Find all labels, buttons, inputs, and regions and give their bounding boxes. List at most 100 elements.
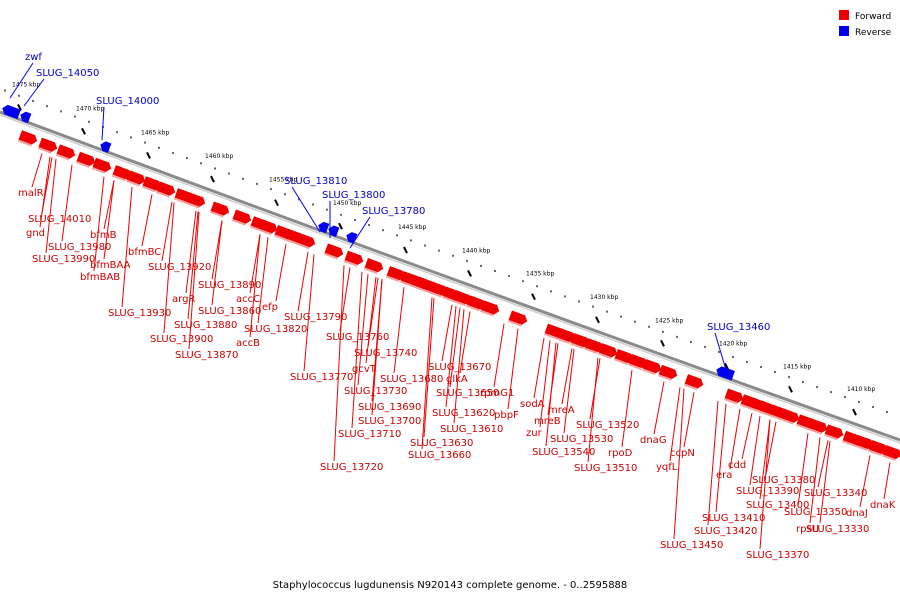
forward-gene-label: SLUG_13730 bbox=[344, 386, 407, 397]
forward-gene-arrow[interactable] bbox=[209, 201, 231, 218]
legend: Forward Reverse bbox=[839, 10, 892, 38]
forward-gene-label: dnaG bbox=[640, 435, 667, 446]
forward-gene-label: rpoD bbox=[608, 448, 633, 459]
forward-gene-arrow[interactable] bbox=[295, 233, 317, 250]
forward-gene-arrow[interactable] bbox=[427, 281, 449, 298]
figure-caption: Staphylococcus lugdunensis N920143 compl… bbox=[273, 580, 628, 591]
forward-gene-label: SLUG_13980 bbox=[48, 242, 111, 253]
forward-gene-arrow[interactable] bbox=[37, 137, 59, 156]
forward-gene-arrow[interactable] bbox=[613, 348, 635, 366]
forward-gene-arrow[interactable] bbox=[627, 354, 649, 371]
forward-gene-label: SLUG_13900 bbox=[150, 334, 213, 345]
forward-gene-label: mreB bbox=[534, 416, 561, 427]
forward-gene-arrow[interactable] bbox=[555, 327, 577, 345]
reverse-gene-arrow[interactable] bbox=[1, 103, 21, 120]
legend-reverse-swatch bbox=[839, 26, 849, 36]
forward-gene-label: bfmBAB bbox=[80, 272, 120, 283]
forward-gene-arrow[interactable] bbox=[363, 258, 385, 275]
scale-tick-label: 1415 kbp bbox=[783, 363, 811, 370]
legend-forward-label: Forward bbox=[855, 12, 891, 22]
forward-gene-arrow[interactable] bbox=[569, 333, 591, 350]
forward-gene-arrow[interactable] bbox=[111, 165, 133, 183]
forward-gene-label: SLUG_13620 bbox=[432, 408, 495, 419]
forward-gene-arrow[interactable] bbox=[155, 181, 177, 199]
forward-gene-arrow[interactable] bbox=[823, 424, 845, 441]
forward-gene-label: SLUG_13720 bbox=[320, 462, 383, 473]
scale-tick-label: 1450 kbp bbox=[333, 200, 361, 207]
reverse-gene-label: SLUG_13800 bbox=[322, 190, 385, 201]
forward-gene-label: SLUG_13820 bbox=[244, 324, 307, 335]
scale-tick-label: 1440 kbp bbox=[462, 247, 490, 254]
forward-gene-arrow[interactable] bbox=[881, 445, 900, 462]
forward-gene-arrow[interactable] bbox=[75, 151, 97, 170]
forward-gene-label: gcvT bbox=[352, 364, 377, 375]
reverse-gene-label: SLUG_14050 bbox=[36, 68, 99, 79]
forward-gene-label: SLUG_13740 bbox=[354, 348, 417, 359]
forward-gene-arrow[interactable] bbox=[323, 243, 345, 260]
forward-gene-label: cdd bbox=[728, 460, 746, 471]
forward-gene-arrow[interactable] bbox=[343, 250, 365, 268]
forward-gene-arrow[interactable] bbox=[723, 388, 745, 406]
forward-gene-label: SLUG_13400 bbox=[746, 500, 809, 511]
reverse-gene-label: SLUG_13810 bbox=[284, 176, 347, 187]
gene-labels: zwf SLUG_14050 SLUG_14000 SLUG_13810 SLUG_13… bbox=[9, 52, 896, 561]
forward-gene-arrow[interactable] bbox=[465, 295, 487, 312]
forward-gene-label: SLUG_13890 bbox=[198, 280, 261, 291]
forward-gene-arrow[interactable] bbox=[55, 144, 77, 162]
scale-tick-label: 1430 kbp bbox=[590, 294, 618, 301]
forward-gene-arrow[interactable] bbox=[91, 157, 113, 176]
forward-gene-label: rpmG1 bbox=[480, 388, 514, 399]
forward-gene-label: SLUG_13920 bbox=[148, 262, 211, 273]
forward-gene-arrow[interactable] bbox=[185, 192, 207, 210]
forward-gene-label: SLUG_13410 bbox=[702, 513, 765, 524]
forward-gene-label: SLUG_13530 bbox=[550, 434, 613, 445]
reverse-gene-arrow[interactable] bbox=[327, 224, 340, 237]
forward-gene-arrow[interactable] bbox=[507, 310, 529, 328]
forward-gene-label: SLUG_13350 bbox=[784, 507, 847, 518]
forward-gene-label: SLUG_13990 bbox=[32, 254, 95, 265]
forward-gene-arrow[interactable] bbox=[583, 338, 605, 355]
reverse-gene-label: SLUG_13460 bbox=[707, 322, 770, 333]
forward-gene-label: bfmBC bbox=[128, 247, 161, 258]
forward-gene-arrow[interactable] bbox=[779, 408, 801, 426]
forward-gene-arrow[interactable] bbox=[479, 300, 501, 317]
forward-gene-arrow[interactable] bbox=[125, 170, 147, 188]
forward-gene-label: SLUG_13630 bbox=[410, 438, 473, 449]
reverse-gene-arrow[interactable] bbox=[317, 220, 330, 234]
forward-gene-arrow[interactable] bbox=[597, 343, 619, 360]
reverse-gene-arrow[interactable] bbox=[715, 365, 735, 381]
forward-gene-label: yqfL bbox=[656, 462, 678, 473]
forward-gene-label: SLUG_13880 bbox=[174, 320, 237, 331]
forward-gene-label: dnaJ bbox=[846, 508, 868, 519]
forward-gene-arrow[interactable] bbox=[257, 219, 279, 236]
forward-gene-label: SLUG_13700 bbox=[358, 416, 421, 427]
forward-gene-arrow[interactable] bbox=[231, 209, 253, 227]
forward-gene-label: SLUG_13870 bbox=[175, 350, 238, 361]
forward-gene-label: SLUG_13420 bbox=[694, 526, 757, 537]
forward-gene-arrow[interactable] bbox=[853, 435, 875, 452]
forward-gene-label: SLUG_13650 bbox=[436, 388, 499, 399]
forward-gene-arrow[interactable] bbox=[807, 418, 829, 436]
scale-tick-label: 1455 kbp bbox=[269, 177, 297, 184]
forward-gene-label: SLUG_13380 bbox=[752, 475, 815, 486]
forward-gene-arrow[interactable] bbox=[451, 290, 473, 307]
forward-gene-label: efp bbox=[262, 302, 278, 313]
forward-gene-label: SLUG_13680 bbox=[380, 374, 443, 385]
legend-reverse-label: Reverse bbox=[855, 28, 892, 38]
forward-gene-arrow[interactable] bbox=[657, 364, 679, 382]
scale-tick-label: 1435 kbp bbox=[526, 271, 554, 278]
forward-gene-label: SLUG_13450 bbox=[660, 540, 723, 551]
genome-backbone bbox=[0, 110, 900, 444]
forward-gene-arrow[interactable] bbox=[17, 130, 39, 148]
reverse-gene-arrow[interactable] bbox=[19, 110, 32, 124]
reverse-gene-arrow[interactable] bbox=[99, 140, 112, 153]
forward-gene-arrow[interactable] bbox=[141, 176, 163, 194]
forward-gene-arrow[interactable] bbox=[683, 374, 705, 391]
forward-gene-label: SLUG_13930 bbox=[108, 308, 171, 319]
forward-gene-arrow[interactable] bbox=[641, 359, 663, 376]
forward-gene-arrow[interactable] bbox=[867, 440, 889, 457]
forward-gene-label: SLUG_13790 bbox=[284, 312, 347, 323]
forward-gene-arrow[interactable] bbox=[385, 266, 407, 283]
forward-gene-label: ccpN bbox=[670, 448, 695, 459]
